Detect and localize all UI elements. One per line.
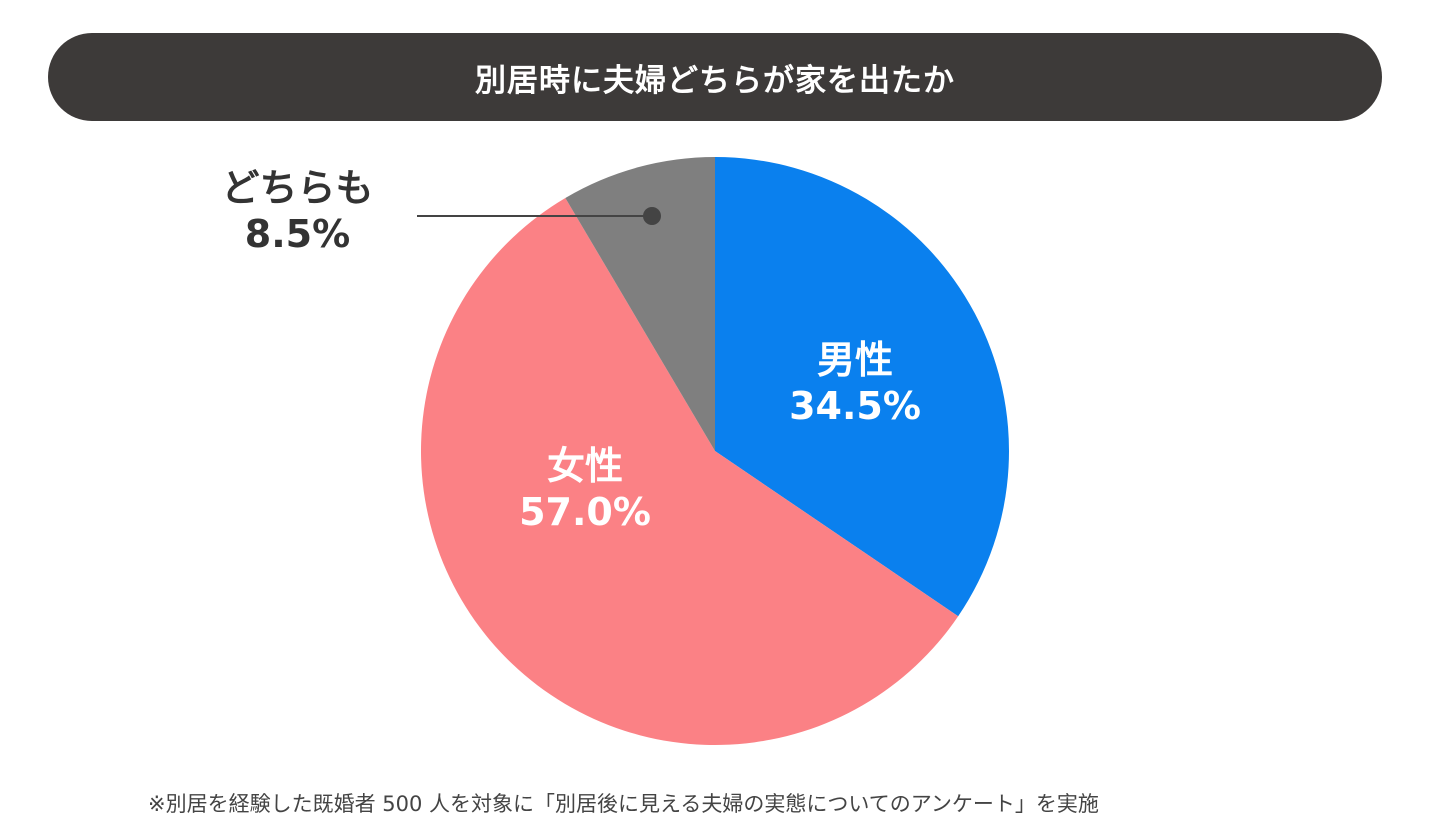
- slice-name-male: 男性: [816, 338, 893, 382]
- slice-label-female: 女性 57.0%: [495, 444, 675, 535]
- slice-label-male: 男性 34.5%: [770, 338, 940, 429]
- slice-value-male: 34.5%: [789, 383, 921, 428]
- pie-slice-0: [715, 157, 1009, 617]
- pie-slice-2: [565, 157, 715, 451]
- pie-slice-1: [420, 197, 959, 746]
- slice-name-both: どちらも: [221, 166, 374, 210]
- slice-value-female: 57.0%: [519, 489, 651, 534]
- slice-value-both: 8.5%: [244, 211, 351, 256]
- footnote: ※別居を経験した既婚者 500 人を対象に「別居後に見える夫婦の実態についてのア…: [148, 792, 1099, 816]
- chart-title-bar: 別居時に夫婦どちらが家を出たか: [48, 33, 1382, 121]
- slice-label-both: どちらも 8.5%: [200, 166, 395, 257]
- slice-name-female: 女性: [546, 444, 623, 488]
- chart-title: 別居時に夫婦どちらが家を出たか: [475, 62, 955, 99]
- leader-dot: [643, 207, 661, 225]
